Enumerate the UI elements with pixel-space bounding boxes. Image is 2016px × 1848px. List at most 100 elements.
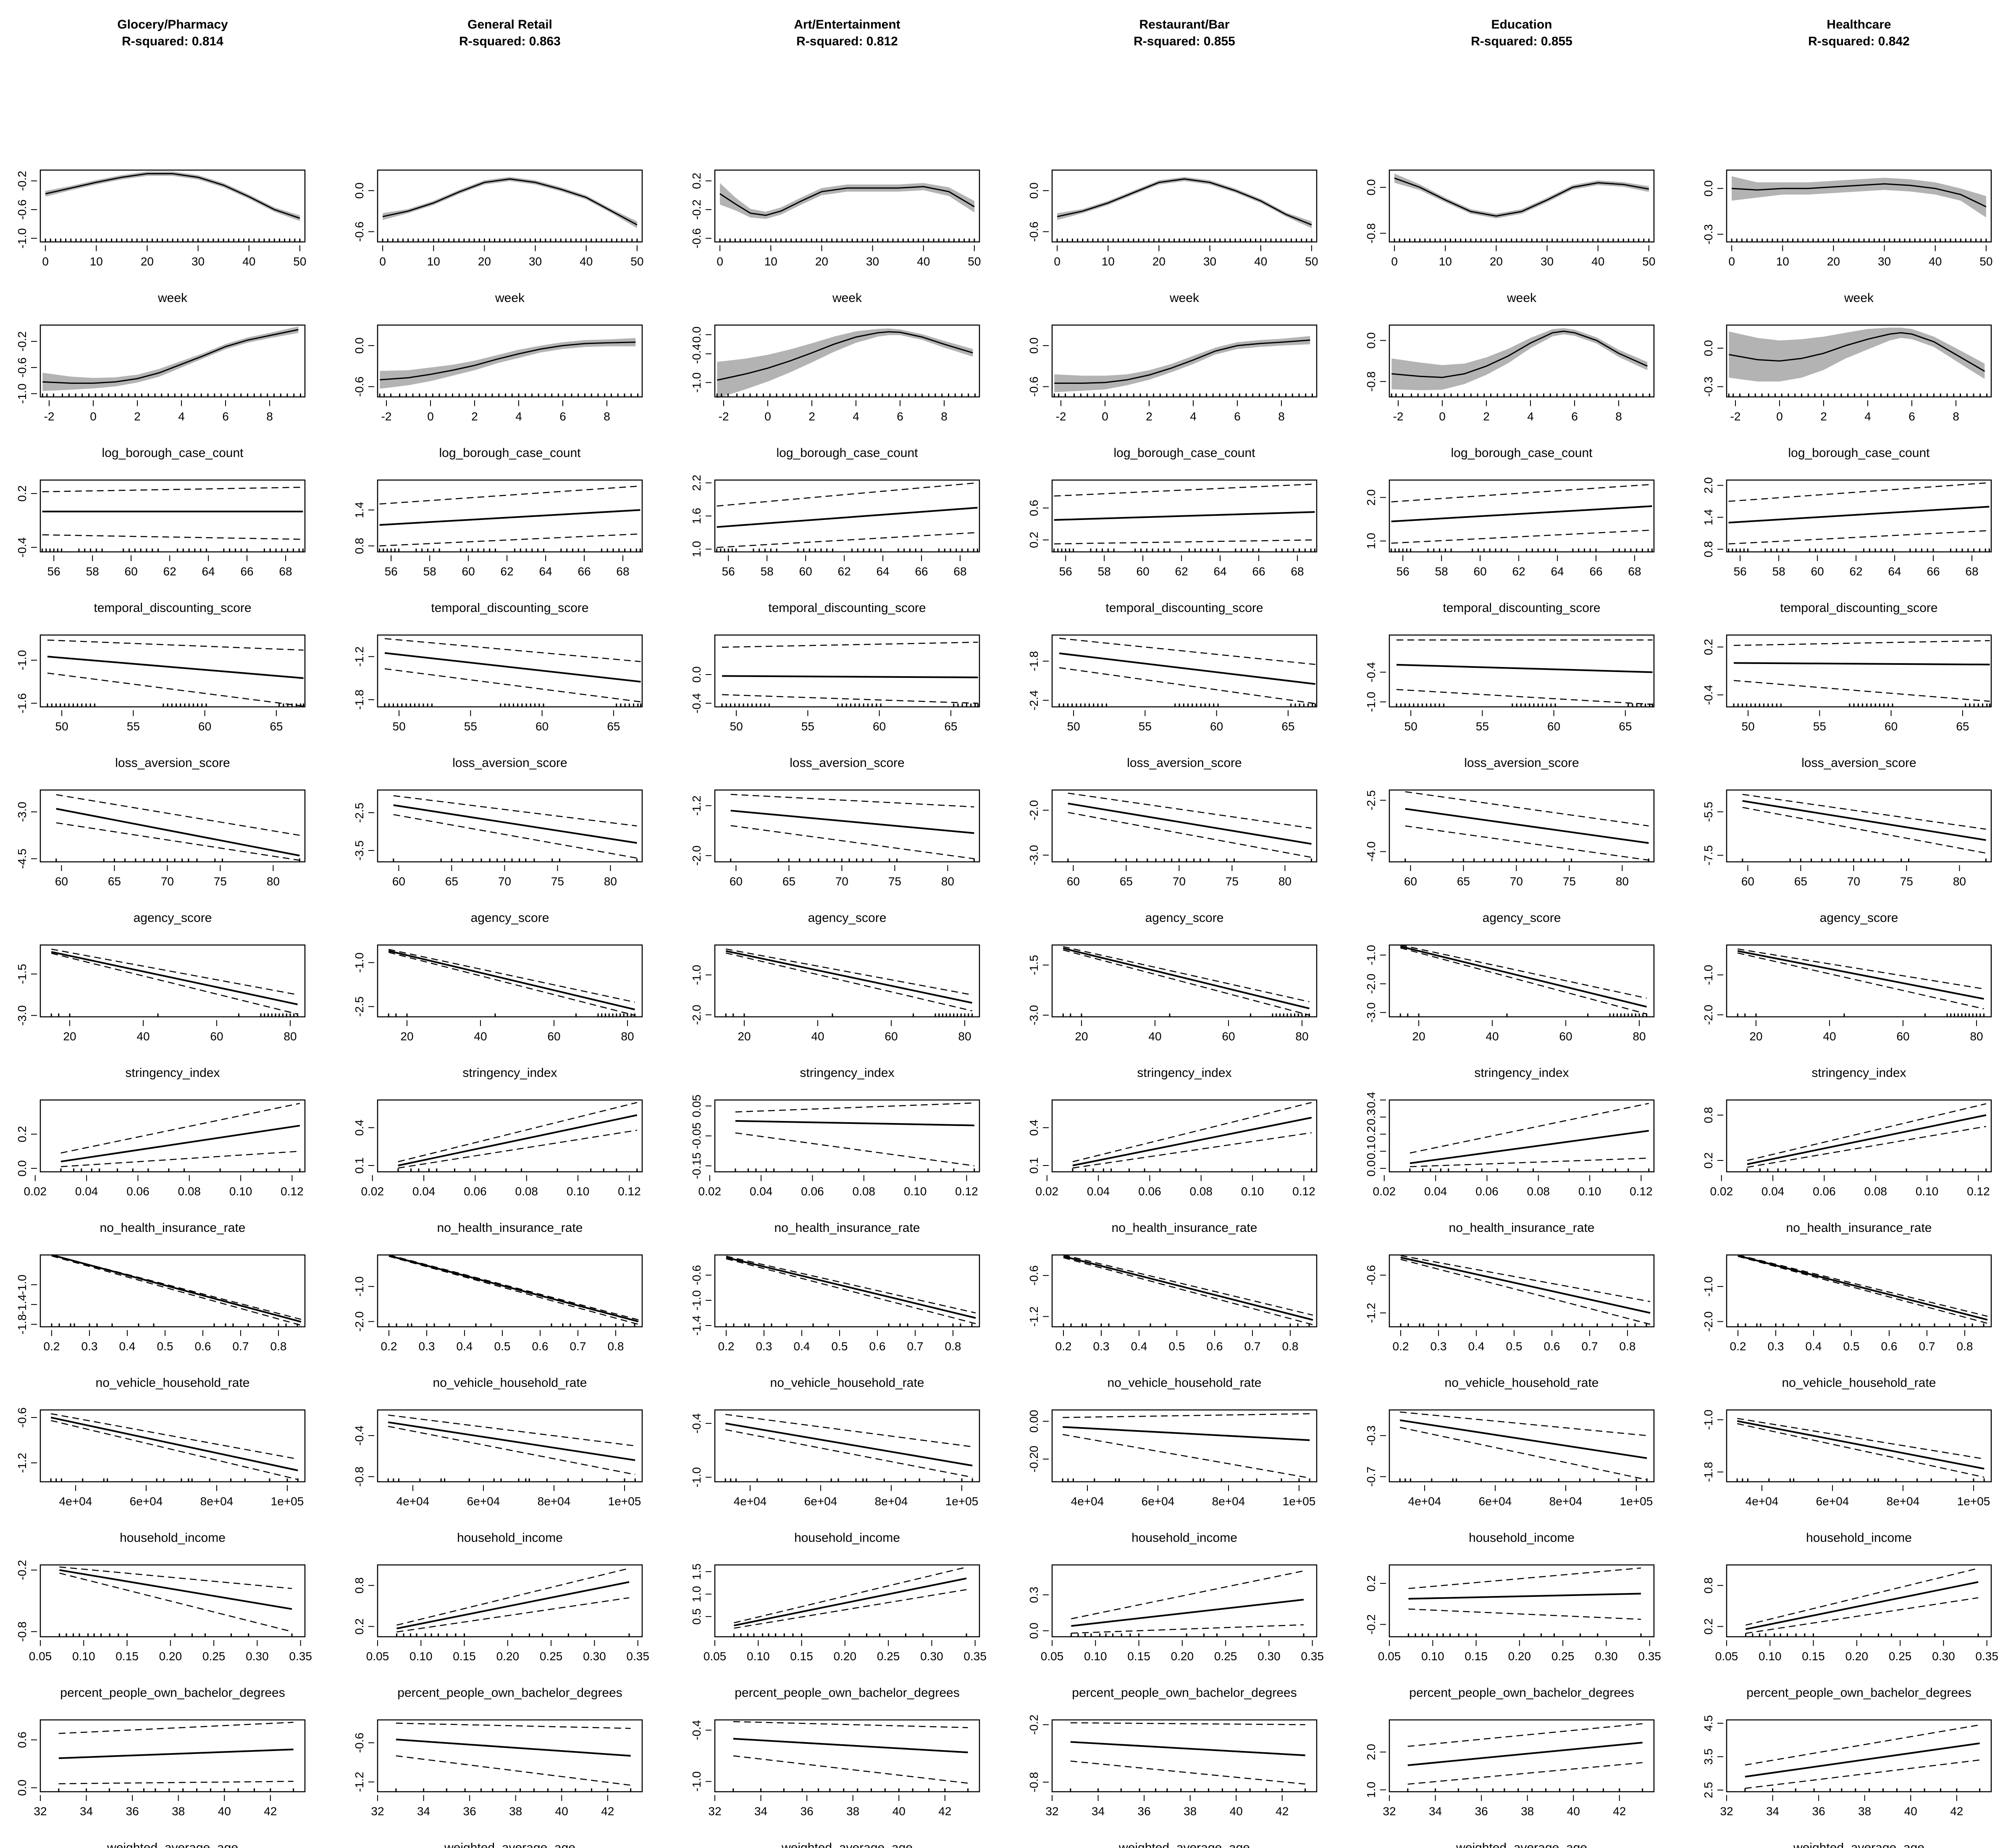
x-tick-label: 0.7 bbox=[907, 1340, 924, 1353]
x-axis-label: percent_people_own_bachelor_degrees bbox=[1072, 1686, 1297, 1700]
x-tick-label: 40 bbox=[1148, 1030, 1161, 1043]
y-tick-label: -0.4 bbox=[690, 344, 703, 364]
plot-frame bbox=[1051, 1409, 1318, 1483]
x-tick-label: 0.04 bbox=[750, 1185, 773, 1198]
y-tick-label: 0.0 bbox=[1027, 1622, 1040, 1639]
x-tick-label: 0.4 bbox=[1131, 1340, 1147, 1353]
upper-ci-line bbox=[717, 482, 978, 507]
x-tick-label: 65 bbox=[1619, 720, 1632, 733]
plot-frame bbox=[714, 169, 980, 243]
x-tick-label: 40 bbox=[580, 255, 593, 268]
x-axis-label: weighted_average_age bbox=[1793, 1841, 1924, 1848]
x-tick-label: 60 bbox=[462, 565, 475, 578]
y-tick-label: -1.2 bbox=[16, 1453, 29, 1473]
y-tick-label: -0.6 bbox=[16, 200, 29, 220]
smooth-fit-line bbox=[1729, 332, 1985, 372]
linear-fit-line bbox=[388, 1421, 635, 1461]
x-tick-label: 56 bbox=[385, 565, 398, 578]
x-tick-label: 62 bbox=[1512, 565, 1525, 578]
x-tick-label: 8e+04 bbox=[1887, 1495, 1920, 1508]
y-tick-label: 0.3 bbox=[1365, 1109, 1378, 1125]
plot-frame bbox=[1389, 944, 1655, 1018]
plot-frame bbox=[714, 634, 980, 708]
x-axis-label: week bbox=[158, 291, 188, 305]
upper-ci-line bbox=[379, 486, 640, 505]
x-tick-label: 75 bbox=[214, 875, 227, 888]
x-tick-label: 0.02 bbox=[1710, 1185, 1733, 1198]
x-tick-label: 0.2 bbox=[381, 1340, 397, 1353]
upper-ci-line bbox=[1405, 791, 1649, 827]
lower-ci-line bbox=[1063, 1257, 1313, 1326]
y-tick-label: -1.0 bbox=[1702, 1410, 1715, 1430]
x-tick-label: 0.25 bbox=[540, 1650, 563, 1663]
x-tick-label: 1e+05 bbox=[271, 1495, 304, 1508]
upper-ci-line bbox=[60, 1102, 300, 1154]
x-tick-label: 20 bbox=[1490, 255, 1503, 268]
linear-fit-line bbox=[1407, 1742, 1643, 1766]
x-tick-label: 20 bbox=[1075, 1030, 1088, 1043]
x-axis-label: log_borough_case_count bbox=[1114, 446, 1256, 460]
x-tick-label: 60 bbox=[536, 720, 549, 733]
panel-household_income: 4e+04 6e+04 8e+04 1e+05 household_income -1.0… bbox=[690, 1409, 980, 1545]
column-r-squared: R-squared: 0.812 bbox=[796, 34, 898, 48]
linear-fit-line bbox=[1410, 1130, 1649, 1164]
x-tick-label: 0.35 bbox=[1975, 1650, 1998, 1663]
x-tick-label: 8 bbox=[1278, 410, 1285, 423]
x-tick-label: 0.10 bbox=[1759, 1650, 1782, 1663]
x-tick-label: 0.20 bbox=[834, 1650, 857, 1663]
x-axis-label: temporal_discounting_score bbox=[768, 601, 926, 615]
plot-frame bbox=[377, 479, 643, 553]
plot-frame bbox=[39, 169, 306, 243]
plot-frame bbox=[1389, 1409, 1655, 1483]
x-tick-label: 80 bbox=[1616, 875, 1629, 888]
linear-fit-line bbox=[1063, 1255, 1313, 1321]
plot-frame bbox=[1389, 479, 1655, 553]
y-tick-label: -1.8 bbox=[16, 1314, 29, 1334]
x-tick-label: 64 bbox=[539, 565, 552, 578]
linear-fit-line bbox=[1391, 505, 1652, 522]
x-axis-label: weighted_average_age bbox=[1456, 1841, 1587, 1848]
x-tick-label: 50 bbox=[293, 255, 306, 268]
x-tick-label: 20 bbox=[738, 1030, 751, 1043]
x-tick-label: 42 bbox=[264, 1805, 277, 1818]
x-tick-label: 0.8 bbox=[1620, 1340, 1636, 1353]
linear-fit-line bbox=[384, 652, 641, 683]
x-tick-label: 68 bbox=[953, 565, 966, 578]
x-tick-label: 0.6 bbox=[532, 1340, 549, 1353]
x-tick-label: 75 bbox=[1900, 875, 1913, 888]
x-tick-label: 80 bbox=[1953, 875, 1966, 888]
linear-fit-line bbox=[735, 1120, 974, 1126]
x-tick-label: 62 bbox=[1175, 565, 1188, 578]
x-tick-label: 8 bbox=[1953, 410, 1959, 423]
y-tick-label: 0.0 bbox=[1365, 179, 1378, 196]
x-axis-label: temporal_discounting_score bbox=[1443, 601, 1600, 615]
x-tick-label: 40 bbox=[1591, 255, 1604, 268]
confidence-band bbox=[45, 171, 300, 221]
linear-fit-line bbox=[393, 804, 637, 844]
plot-frame bbox=[1051, 1254, 1318, 1328]
plot-frame bbox=[1051, 169, 1318, 243]
lower-ci-line bbox=[1737, 952, 1984, 1010]
y-tick-label: 0.0 bbox=[1702, 180, 1715, 197]
x-tick-label: 60 bbox=[1474, 565, 1487, 578]
upper-ci-line bbox=[56, 794, 300, 836]
x-tick-label: 0.15 bbox=[1127, 1650, 1150, 1663]
x-tick-label: 0 bbox=[42, 255, 49, 268]
panel-no_health_insurance_rate: 0.02 0.04 0.06 0.08 0.10 0.12 no_health_insura… bbox=[353, 1099, 643, 1235]
x-axis-label: agency_score bbox=[1145, 911, 1224, 925]
plot-frame bbox=[1726, 1254, 1992, 1328]
x-tick-label: 38 bbox=[172, 1805, 185, 1818]
plot-frame bbox=[39, 1099, 306, 1173]
y-tick-label: -0.2 bbox=[1027, 1714, 1040, 1735]
x-tick-label: -2 bbox=[44, 410, 55, 423]
upper-ci-line bbox=[1738, 1254, 1988, 1317]
upper-ci-line bbox=[42, 486, 303, 493]
x-tick-label: 0.6 bbox=[1544, 1340, 1560, 1353]
x-tick-label: 30 bbox=[529, 255, 542, 268]
upper-ci-line bbox=[1063, 946, 1310, 1003]
x-tick-label: 40 bbox=[218, 1805, 231, 1818]
upper-ci-line bbox=[726, 1255, 976, 1314]
lower-ci-line bbox=[51, 1255, 302, 1326]
x-tick-label: 0.25 bbox=[202, 1650, 226, 1663]
confidence-band bbox=[1391, 328, 1648, 391]
